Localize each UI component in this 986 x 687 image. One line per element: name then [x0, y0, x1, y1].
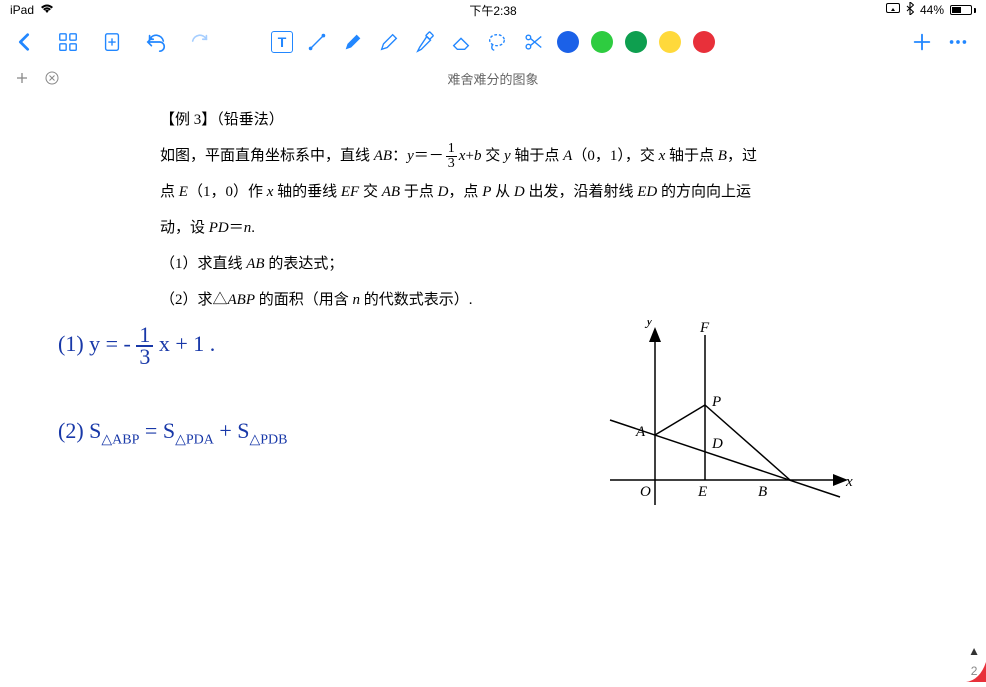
- problem-line-3: 动，设 PD＝n.: [160, 210, 986, 246]
- status-left: iPad: [10, 3, 54, 17]
- add-icon[interactable]: [910, 30, 934, 54]
- svg-text:E: E: [697, 484, 707, 500]
- content-area: 【例 3】（铅垂法） 如图，平面直角坐标系中，直线 AB：y＝－13x+b 交 …: [0, 92, 986, 318]
- add-page-icon[interactable]: [100, 30, 124, 54]
- lasso-tool-icon[interactable]: [485, 30, 509, 54]
- status-right: 44%: [886, 2, 976, 18]
- color-yellow[interactable]: [659, 31, 681, 53]
- tab-add-icon[interactable]: [14, 70, 30, 86]
- problem-line-2: 点 E（1，0）作 x 轴的垂线 EF 交 AB 于点 D，点 P 从 D 出发…: [160, 174, 986, 210]
- tab-close-icon[interactable]: [44, 70, 60, 86]
- svg-text:x: x: [845, 474, 853, 490]
- svg-text:y: y: [644, 320, 653, 329]
- svg-text:A: A: [635, 424, 646, 440]
- back-button[interactable]: [12, 30, 36, 54]
- scroll-up-icon[interactable]: ▲: [968, 644, 980, 658]
- handwriting-line-1: (1) y = - 13 x + 1 .: [58, 325, 215, 367]
- color-dark-green[interactable]: [625, 31, 647, 53]
- device-label: iPad: [10, 3, 34, 17]
- tab-bar: 难舍难分的图象: [0, 64, 986, 92]
- svg-text:O: O: [640, 484, 651, 500]
- redo-icon[interactable]: [188, 30, 212, 54]
- battery-pct: 44%: [920, 3, 944, 17]
- coordinate-diagram: y x F P A D O E B: [600, 320, 860, 520]
- text-tool-icon[interactable]: T: [271, 31, 293, 53]
- wifi-icon: [40, 3, 54, 17]
- svg-text:B: B: [758, 484, 767, 500]
- color-green[interactable]: [591, 31, 613, 53]
- undo-icon[interactable]: [144, 30, 168, 54]
- line-tool-icon[interactable]: [305, 30, 329, 54]
- color-blue[interactable]: [557, 31, 579, 53]
- cast-icon: [886, 3, 900, 17]
- scissors-tool-icon[interactable]: [521, 30, 545, 54]
- battery-icon: [950, 5, 976, 15]
- question-2: （2）求△ABP 的面积（用含 n 的代数式表示）.: [160, 282, 986, 318]
- toolbar-center: T: [271, 30, 715, 54]
- eraser-tool-icon[interactable]: [449, 30, 473, 54]
- pen-tool-icon[interactable]: [341, 30, 365, 54]
- pencil-tool-icon[interactable]: [377, 30, 401, 54]
- more-icon[interactable]: [946, 30, 970, 54]
- status-bar: iPad 下午2:38 44%: [0, 0, 986, 20]
- document-title: 难舍难分的图象: [447, 69, 538, 88]
- svg-text:P: P: [711, 394, 721, 410]
- problem-heading: 【例 3】（铅垂法）: [160, 102, 986, 138]
- corner-app-icon[interactable]: [966, 662, 986, 682]
- handwriting-line-2: (2) S△ABP = S△PDA + S△PDB: [58, 418, 288, 448]
- svg-text:D: D: [711, 436, 723, 452]
- toolbar: T: [0, 20, 986, 64]
- bluetooth-icon: [906, 2, 914, 18]
- problem-line-1: 如图，平面直角坐标系中，直线 AB：y＝－13x+b 交 y 轴于点 A（0，1…: [160, 138, 986, 174]
- color-red[interactable]: [693, 31, 715, 53]
- highlighter-tool-icon[interactable]: [413, 30, 437, 54]
- svg-text:F: F: [699, 320, 710, 336]
- question-1: （1）求直线 AB 的表达式；: [160, 246, 986, 282]
- status-time: 下午2:38: [469, 2, 516, 19]
- toolbar-right: [910, 30, 970, 54]
- toolbar-left: [12, 30, 212, 54]
- grid-icon[interactable]: [56, 30, 80, 54]
